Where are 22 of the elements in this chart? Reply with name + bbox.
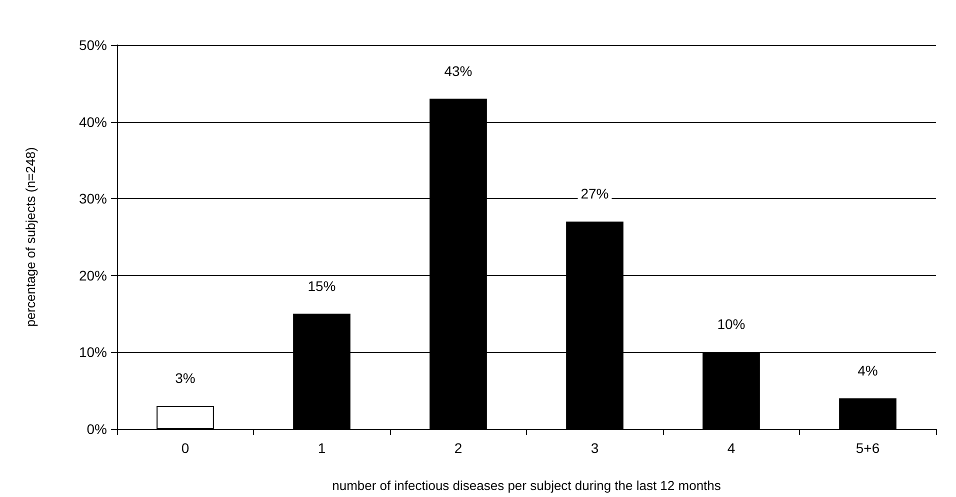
y-axis-title: percentage of subjects (n=248): [23, 147, 38, 327]
x-tick-label: 4: [727, 440, 736, 456]
x-tick-label: 3: [590, 440, 599, 456]
x-tick-label: 5+6: [856, 440, 880, 456]
bar: [156, 406, 214, 429]
data-label: 27%: [580, 186, 609, 202]
x-tick-label: 0: [181, 440, 190, 456]
data-label: 15%: [308, 278, 336, 294]
x-tick-label: 1: [318, 440, 326, 456]
y-tick-label: 0%: [86, 421, 107, 437]
y-tick-label: 20%: [78, 267, 107, 284]
data-label: 4%: [858, 362, 878, 378]
y-tick-label: 40%: [78, 114, 107, 130]
bar: [839, 398, 896, 429]
x-tick-label: 2: [454, 440, 462, 456]
y-tick-label: 50%: [78, 37, 107, 53]
data-label: 43%: [444, 62, 472, 79]
data-label: 3%: [175, 370, 196, 386]
data-label: 10%: [717, 316, 746, 332]
x-axis-title: number of infectious diseases per subject during the last 12 months: [332, 478, 722, 493]
y-tick-label: 30%: [78, 190, 107, 207]
y-tick-label: 10%: [78, 344, 107, 360]
